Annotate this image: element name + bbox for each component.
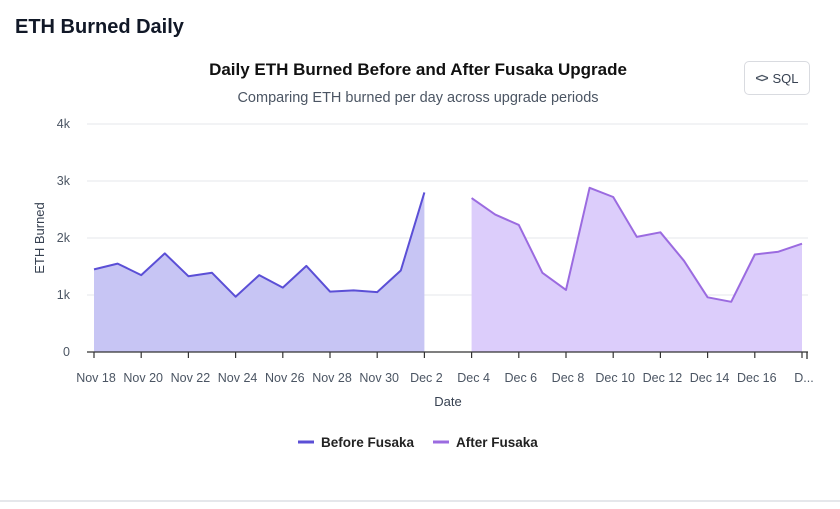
x-tick-label: Dec 10 [595,371,635,385]
y-tick-label: 1k [57,288,71,302]
sql-button[interactable]: <> SQL [744,61,810,95]
x-tick-label: Nov 26 [265,371,305,385]
x-tick-label: Dec 8 [552,371,585,385]
legend-item-before[interactable]: Before Fusaka [298,435,415,450]
panel-bottom-border [0,500,840,502]
x-tick-label: Nov 18 [76,371,116,385]
x-tick-label: Dec 6 [504,371,537,385]
series-area-before [94,192,425,352]
code-icon: <> [755,71,768,85]
legend-label: After Fusaka [456,435,538,450]
x-tick-label: Dec 2 [410,371,443,385]
x-tick-label: Nov 28 [312,371,352,385]
x-tick-label: Dec 12 [643,371,683,385]
y-tick-label: 3k [57,174,71,188]
x-axis-label: Date [434,394,461,409]
y-tick-label: 0 [63,345,70,359]
series-line-before [93,192,426,298]
x-tick-label: Nov 30 [359,371,399,385]
series-line-after [471,186,803,303]
page-title: ETH Burned Daily [15,16,184,38]
legend-item-after[interactable]: After Fusaka [433,435,538,450]
x-tick-label: Nov 24 [218,371,258,385]
x-tick-label: Dec 4 [457,371,490,385]
chart-title: Daily ETH Burned Before and After Fusaka… [209,60,627,79]
y-tick-label: 2k [57,231,71,245]
sql-button-label: SQL [772,70,799,86]
x-tick-label: Dec 16 [737,371,777,385]
x-tick-label: Dec 14 [690,371,730,385]
legend-label: Before Fusaka [321,435,415,450]
x-tick-label: Nov 22 [171,371,211,385]
y-tick-label: 4k [57,117,71,131]
y-axis-label: ETH Burned [32,202,47,274]
series-area-after [471,187,802,352]
x-tick-label: D... [794,371,813,385]
chart-subtitle: Comparing ETH burned per day across upgr… [237,90,599,106]
x-tick-label: Nov 20 [123,371,163,385]
